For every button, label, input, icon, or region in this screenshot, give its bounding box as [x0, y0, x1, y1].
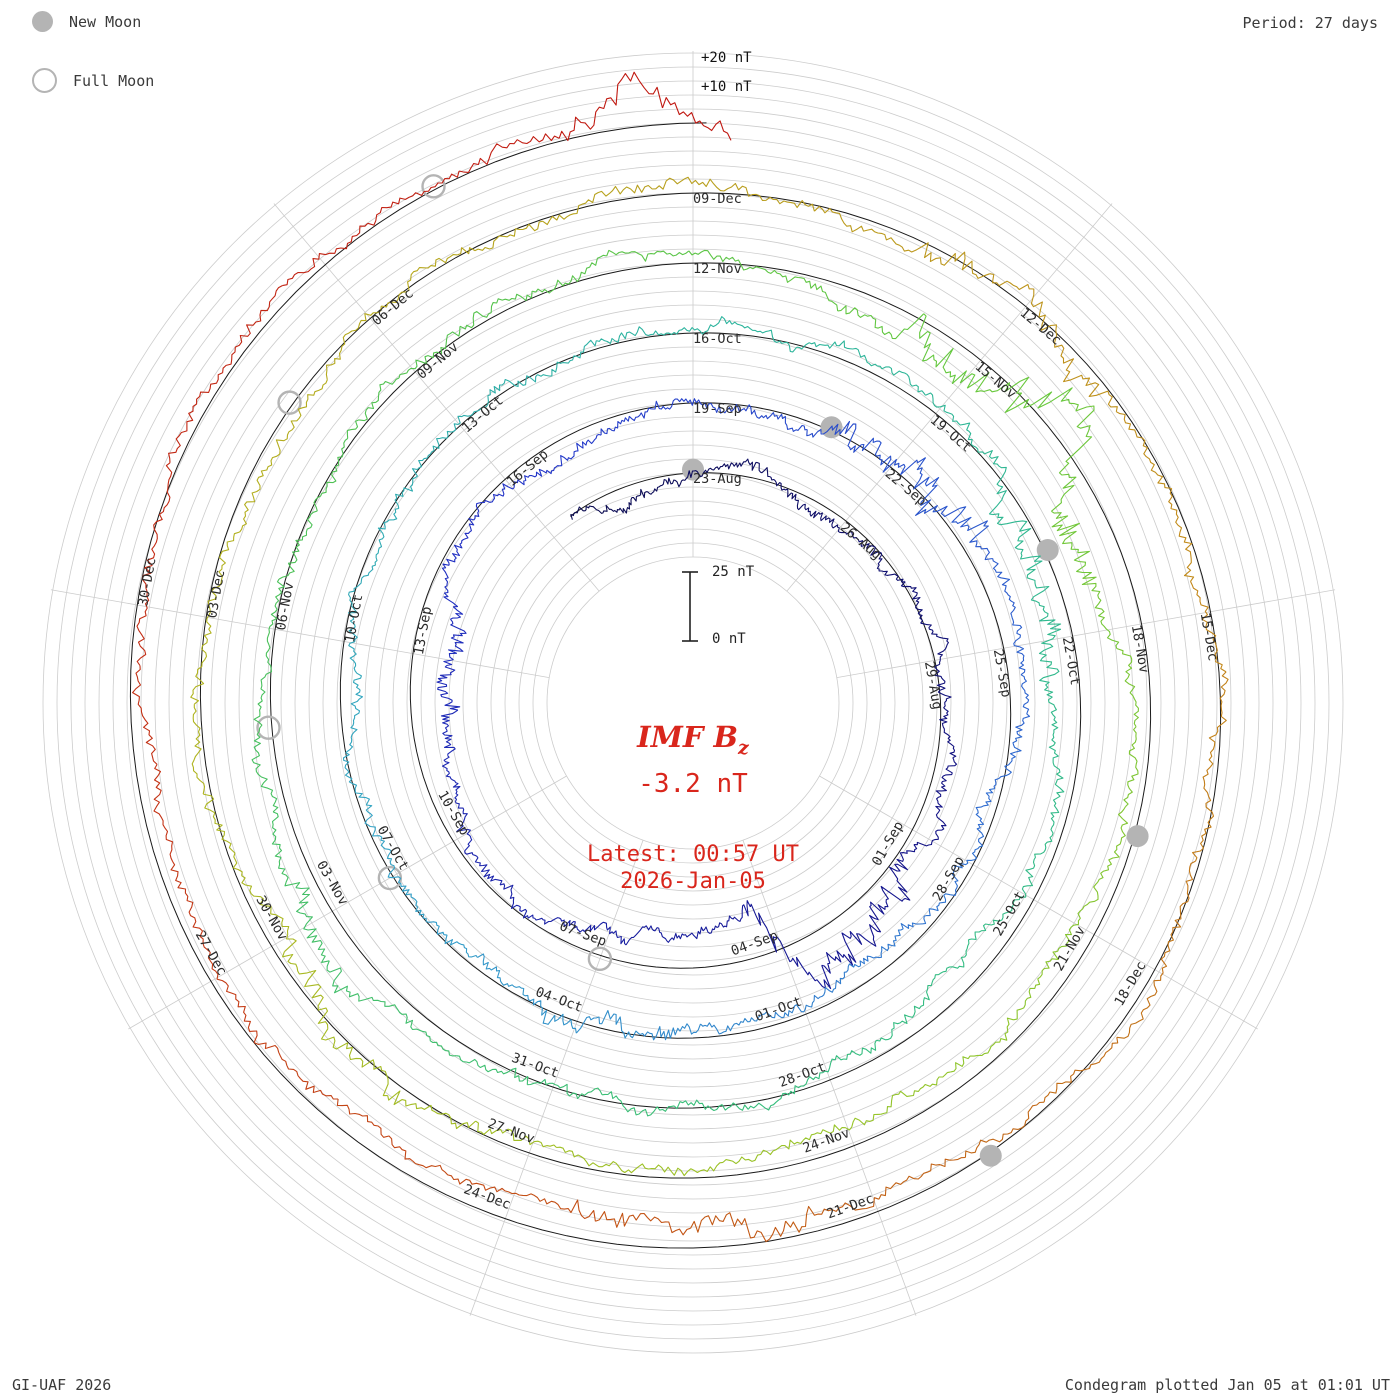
- spiral-date-label: 25-Oct: [990, 889, 1028, 939]
- current-value: -3.2 nT: [638, 768, 748, 799]
- spiral-date-label: 27-Dec: [192, 928, 230, 978]
- spiral-date-label: 06-Nov: [273, 581, 297, 632]
- chart-title-subscript: z: [738, 736, 749, 759]
- spiral-date-label: 18-Dec: [1111, 959, 1149, 1009]
- chart-title: IMF Bz: [637, 720, 749, 759]
- spiral-date-label: 10-Oct: [342, 593, 366, 644]
- spiral-date-label: 27-Nov: [485, 1116, 536, 1148]
- scalebar-bottom-label: 0 nT: [712, 631, 746, 647]
- latest-date: 2026-Jan-05: [620, 869, 766, 895]
- spiral-date-label: 01-Oct: [753, 993, 804, 1025]
- latest-time: Latest: 00:57 UT: [587, 841, 799, 867]
- spiral-date-label: 03-Dec: [204, 569, 228, 620]
- spiral-date-label: 13-Sep: [411, 605, 435, 656]
- spiral-date-label: 09-Dec: [693, 191, 742, 207]
- new-moon-icon: [32, 11, 53, 32]
- spiral-date-label: 12-Nov: [693, 261, 742, 277]
- full-moon-icon: [32, 68, 57, 93]
- legend-full-moon: Full Moon: [32, 68, 154, 93]
- full-moon-label: Full Moon: [73, 71, 155, 90]
- axis-label-plus20: +20 nT: [701, 50, 752, 66]
- plotted-timestamp: Condegram plotted Jan 05 at 01:01 UT: [1064, 1376, 1390, 1394]
- spiral-date-label: 09-Nov: [414, 339, 462, 383]
- spiral-date-label: 06-Dec: [369, 285, 417, 329]
- spiral-date-label: 16-Oct: [693, 331, 742, 347]
- scalebar-top-label: 25 nT: [712, 564, 755, 580]
- axis-label-plus10: +10 nT: [701, 79, 752, 95]
- legend-new-moon: New Moon: [32, 11, 141, 32]
- spiral-date-label: 04-Sep: [729, 928, 780, 960]
- new-moon-label: New Moon: [69, 12, 142, 31]
- spiral-date-label: 15-Dec: [1197, 611, 1221, 662]
- center-overlay: IMF Bz -3.2 nT Latest: 00:57 UT 2026-Jan…: [443, 720, 943, 896]
- spiral-date-label: 30-Dec: [135, 557, 159, 608]
- credit-label: GI-UAF 2026: [12, 1376, 112, 1394]
- spiral-date-label: 30-Nov: [252, 893, 290, 943]
- spiral-date-label: 24-Dec: [461, 1181, 512, 1213]
- spiral-date-label: 21-Nov: [1051, 924, 1089, 974]
- latest-timestamp: Latest: 00:57 UT 2026-Jan-05: [443, 841, 943, 896]
- spiral-date-label: 19-Sep: [693, 401, 742, 417]
- spiral-date-label: 07-Sep: [557, 918, 608, 950]
- spiral-date-label: 13-Oct: [459, 393, 507, 437]
- spiral-date-label: 23-Aug: [693, 471, 742, 487]
- spiral-date-label: 04-Oct: [533, 984, 584, 1016]
- spiral-date-label: 29-Aug: [921, 660, 945, 711]
- spiral-date-label: 25-Sep: [990, 648, 1014, 699]
- period-label: Period: 27 days: [1242, 14, 1378, 32]
